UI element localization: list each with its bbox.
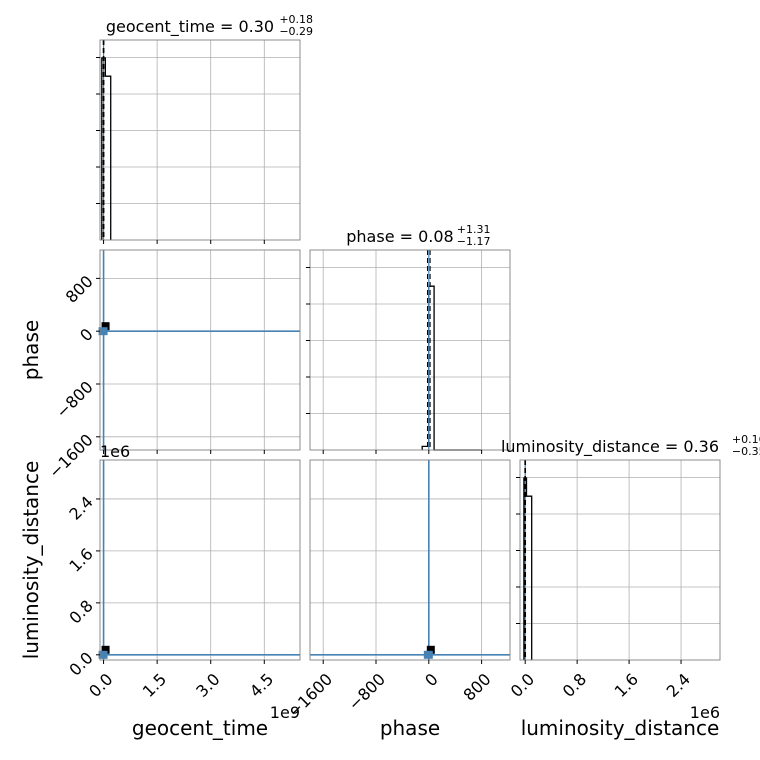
panel-frame [99, 249, 301, 451]
xtick-label-luminosity_distance: 1.6 [611, 670, 642, 701]
density-peak [101, 322, 110, 331]
panel-frame [519, 459, 721, 661]
density-peak [101, 645, 110, 654]
panel-frame [99, 459, 301, 661]
panel-phase-vs-geocent_time [96, 249, 301, 454]
panel-frame [99, 39, 301, 241]
density-peak [426, 645, 435, 654]
panel-luminosity_distance-vs-phase [309, 459, 511, 664]
ymultiplier-luminosity_distance: 1e6 [100, 442, 130, 461]
title-plus: +0.16 [732, 433, 760, 446]
ytick-label-phase: 0 [76, 325, 97, 346]
title-main: luminosity_distance = 0.36 [501, 437, 719, 457]
ylabel-luminosity_distance: luminosity_distance [19, 461, 43, 660]
xlabel-geocent_time: geocent_time [132, 716, 268, 740]
xtick-label-phase: −800 [345, 670, 390, 715]
histogram-phase [421, 285, 482, 451]
title-luminosity_distance: luminosity_distance = 0.36 +0.16−0.35 [501, 433, 760, 458]
xtick-label-phase: −1600 [285, 670, 337, 722]
title-geocent_time: geocent_time = 0.30 +0.18−0.29 [106, 13, 313, 38]
histogram-luminosity_distance [523, 477, 533, 660]
ytick-label-phase: −800 [52, 377, 97, 422]
xtick-label-luminosity_distance: 0.8 [559, 670, 590, 701]
xtick-label-geocent_time: 0.0 [85, 670, 116, 701]
ytick-label-phase: −1600 [45, 430, 97, 482]
ytick-label-luminosity_distance: 2.4 [65, 492, 96, 523]
xmultiplier-luminosity_distance: 1e6 [690, 703, 720, 722]
panel-geocent_time-vs-geocent_time [96, 39, 301, 244]
panel-phase-vs-phase [306, 249, 511, 454]
ytick-label-luminosity_distance: 1.6 [65, 544, 96, 575]
panel-frame [309, 249, 511, 451]
title-minus: −1.17 [457, 235, 491, 248]
panel-luminosity_distance-vs-geocent_time [96, 459, 301, 664]
title-minus: −0.29 [279, 25, 313, 38]
ytick-label-luminosity_distance: 0.0 [65, 648, 96, 679]
xtick-label-phase: 800 [460, 670, 495, 705]
sample-marker [423, 650, 433, 659]
xlabel-luminosity_distance: luminosity_distance [521, 716, 720, 740]
title-plus: +0.18 [279, 13, 313, 26]
title-main: phase = 0.08 [346, 227, 453, 246]
panel-luminosity_distance-vs-luminosity_distance [516, 459, 721, 664]
xtick-label-geocent_time: 1.5 [139, 670, 170, 701]
ytick-label-phase: 800 [62, 272, 97, 307]
xtick-label-geocent_time: 4.5 [246, 670, 277, 701]
ytick-label-luminosity_distance: 0.8 [65, 596, 96, 627]
xtick-label-luminosity_distance: 0.0 [507, 670, 538, 701]
title-minus: −0.35 [732, 445, 760, 458]
xtick-label-phase: 0 [421, 670, 442, 691]
xmultiplier-geocent_time: 1e9 [270, 703, 300, 722]
histogram-geocent_time [101, 57, 112, 240]
sample-marker [98, 650, 108, 659]
panel-frame [309, 459, 511, 661]
xtick-label-luminosity_distance: 2.4 [663, 670, 694, 701]
title-plus: +1.31 [457, 223, 491, 236]
title-main: geocent_time = 0.30 [106, 17, 274, 37]
title-phase: phase = 0.08 +1.31−1.17 [346, 223, 490, 248]
ylabel-phase: phase [19, 320, 43, 380]
xtick-label-geocent_time: 3.0 [192, 670, 223, 701]
sample-marker [98, 327, 108, 336]
xlabel-phase: phase [380, 716, 440, 740]
